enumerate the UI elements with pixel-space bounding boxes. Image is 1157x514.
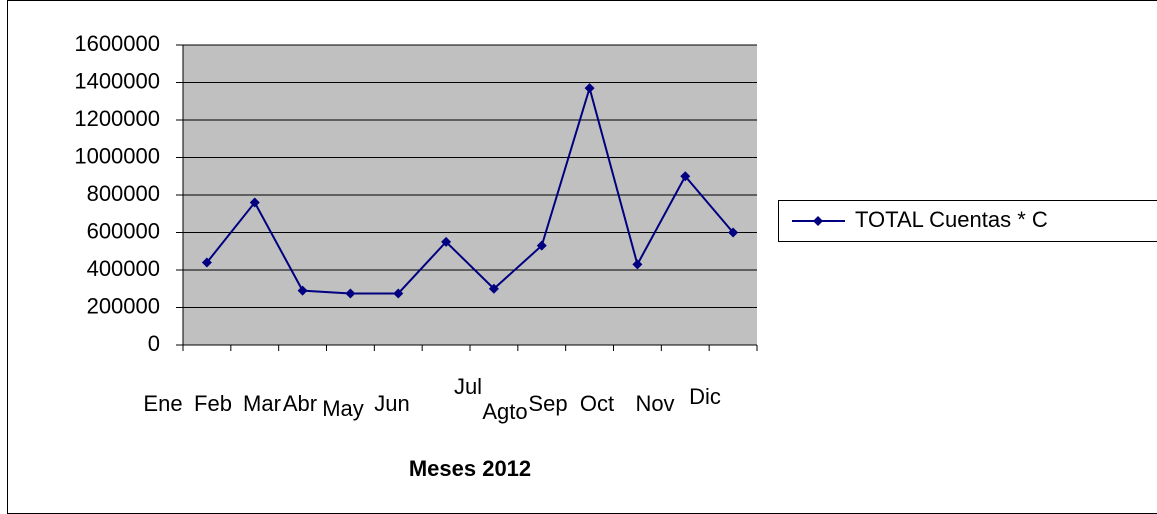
legend-box (778, 200, 1157, 242)
x-tick-label: Nov (635, 391, 674, 416)
marker (813, 216, 823, 226)
marker (201, 257, 212, 268)
marker (680, 171, 691, 182)
marker (441, 236, 452, 247)
line-series (206, 84, 734, 295)
y-tick-label: 1000000 (74, 143, 160, 168)
marker (345, 288, 356, 299)
marker (584, 83, 595, 94)
x-tick-label: Dic (689, 384, 721, 409)
y-tick-label: 600000 (87, 218, 160, 243)
y-tick-label: 0 (148, 331, 160, 356)
y-tick-label: 1600000 (74, 31, 160, 56)
x-tick-label: Jul (454, 374, 482, 399)
x-axis-title: Meses 2012 (409, 456, 531, 481)
x-tick-label: May (322, 396, 364, 421)
marker (488, 283, 499, 294)
x-tick-label: Sep (528, 391, 567, 416)
y-tick-label: 1200000 (74, 106, 160, 131)
x-tick-label: Feb (194, 391, 232, 416)
marker (393, 288, 404, 299)
marker (632, 259, 643, 270)
marker (249, 197, 260, 208)
y-tick-label: 1400000 (74, 68, 160, 93)
y-tick-label: 800000 (87, 181, 160, 206)
x-tick-label: Abr (283, 391, 317, 416)
marker (728, 227, 739, 238)
x-tick-label: Ene (143, 391, 182, 416)
marker (536, 240, 547, 251)
legend-label: TOTAL Cuentas * C (855, 207, 1048, 232)
x-tick-label: Oct (580, 391, 614, 416)
x-tick-label: Agto (482, 399, 527, 424)
marker (297, 285, 308, 296)
y-tick-label: 200000 (87, 293, 160, 318)
x-tick-label: Mar (243, 391, 281, 416)
y-tick-label: 400000 (87, 256, 160, 281)
x-tick-label: Jun (374, 391, 409, 416)
